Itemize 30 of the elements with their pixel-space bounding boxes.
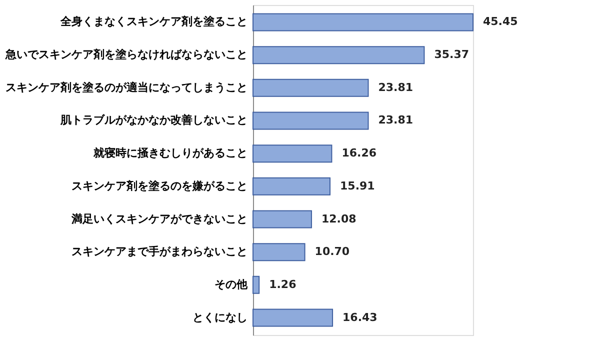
y-tick-label: 全身くまなくスキンケア剤を塗ること	[60, 15, 248, 28]
y-tick-label: スキンケア剤を塗るのが適当になってしまうこと	[6, 80, 248, 94]
bar	[252, 177, 331, 196]
y-tick-label: スキンケア剤を塗るのを嫌がること	[72, 179, 248, 192]
data-label: 35.37	[434, 48, 470, 62]
data-label: 23.81	[378, 114, 414, 127]
bar	[252, 276, 260, 294]
y-tick-label: その他	[214, 278, 248, 291]
data-label: 1.26	[269, 278, 297, 291]
y-tick-label: 満足いくスキンケアができないこと	[70, 212, 248, 226]
bar	[252, 13, 474, 32]
bar	[252, 144, 332, 163]
data-label: 15.91	[340, 179, 375, 192]
y-tick-label: とくになし	[192, 310, 248, 324]
data-label: 16.43	[342, 310, 378, 324]
data-label: 45.45	[483, 15, 518, 28]
bar	[252, 210, 312, 228]
bar	[252, 78, 369, 97]
bar	[252, 46, 425, 64]
data-label: 16.26	[342, 146, 377, 160]
y-tick-label: 肌トラブルがなかなか改善しないこと	[60, 114, 248, 127]
y-tick-label: 急いでスキンケア剤を塗らなければならないこと	[4, 48, 248, 62]
y-tick-label: スキンケアまで手がまわらないこと	[72, 245, 248, 258]
y-tick-label: 就寝時に掻きむしりがあること	[92, 146, 248, 160]
bar	[252, 243, 306, 262]
data-label: 10.70	[314, 245, 350, 258]
bar	[252, 308, 334, 327]
data-label: 23.81	[378, 80, 414, 94]
data-label: 12.08	[321, 212, 356, 226]
bar	[252, 112, 369, 130]
